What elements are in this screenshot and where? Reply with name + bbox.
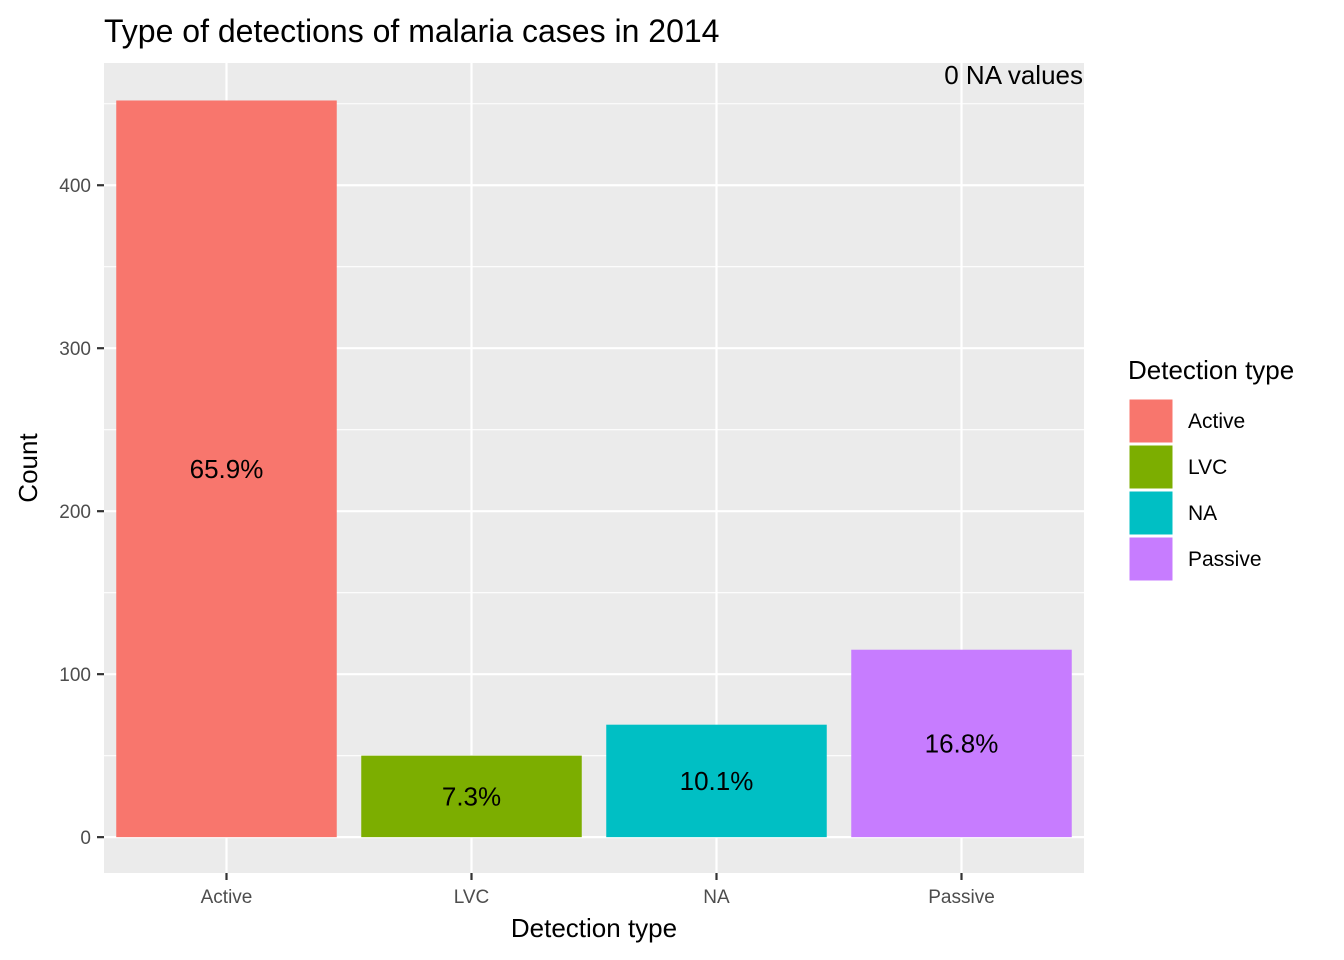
x-axis-title: Detection type: [511, 913, 677, 943]
bar-active: [116, 100, 337, 838]
legend-label-active: Active: [1188, 410, 1245, 433]
x-tick-label: Passive: [928, 887, 995, 908]
bar-na: [606, 724, 827, 838]
na-values-annotation: 0 NA values: [944, 60, 1083, 90]
bar-label-passive: 16.8%: [925, 728, 999, 758]
x-axis: Active LVC NA Passive: [201, 873, 995, 908]
legend-key-passive: [1128, 536, 1174, 582]
bar-lvc: [361, 755, 582, 838]
bar-labels: 65.9% 7.3% 10.1% 16.8%: [190, 454, 999, 812]
legend: Detection type Active LVC NA Passive: [1128, 355, 1294, 582]
legend-items: Active LVC NA Passive: [1128, 398, 1262, 582]
y-axis: 0 100 200 300 400: [59, 176, 104, 849]
bar-label-active: 65.9%: [190, 454, 264, 484]
plot-panel: 65.9% 7.3% 10.1% 16.8% 0 NA values: [104, 60, 1084, 873]
x-tick-label: LVC: [454, 887, 490, 908]
legend-title: Detection type: [1128, 355, 1294, 385]
legend-key-na: [1128, 490, 1174, 536]
legend-label-lvc: LVC: [1188, 456, 1227, 479]
x-tick-label: Active: [201, 887, 253, 908]
legend-key-lvc: [1128, 444, 1174, 490]
bars: [116, 100, 1072, 838]
y-tick-label: 300: [59, 339, 91, 360]
y-axis-title: Count: [13, 433, 43, 503]
bar-label-lvc: 7.3%: [442, 781, 501, 811]
y-tick-label: 0: [80, 828, 91, 849]
bar-passive: [851, 649, 1072, 838]
x-tick-label: NA: [703, 887, 730, 908]
chart-title: Type of detections of malaria cases in 2…: [104, 13, 719, 49]
y-tick-label: 100: [59, 665, 91, 686]
legend-label-passive: Passive: [1188, 548, 1262, 571]
y-tick-label: 200: [59, 502, 91, 523]
legend-label-na: NA: [1188, 502, 1217, 525]
legend-key-active: [1128, 398, 1174, 444]
y-tick-label: 400: [59, 176, 91, 197]
bar-label-na: 10.1%: [680, 766, 754, 796]
